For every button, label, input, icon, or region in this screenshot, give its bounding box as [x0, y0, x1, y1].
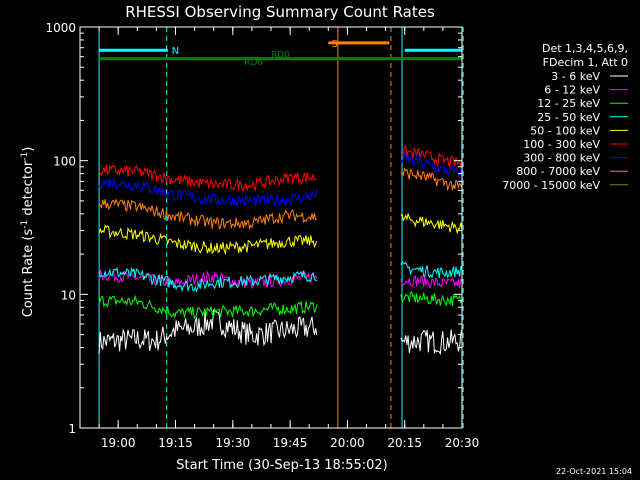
- y-axis-label-part1: Count Rate (s: [21, 229, 36, 318]
- series-line-7-1: [400, 167, 463, 192]
- series-line-1-0: [98, 269, 318, 289]
- plot-frame: [79, 26, 463, 429]
- legend-label-0: 3 - 6 keV: [551, 70, 600, 83]
- legend-label-6: 300 - 800 keV: [523, 152, 600, 165]
- x-tick-label-3: 19:45: [273, 436, 308, 450]
- series-line-0-0: [98, 309, 318, 355]
- x-axis-label: Start Time (30-Sep-13 18:55:02): [176, 458, 387, 473]
- series-line-6-0: [98, 178, 318, 207]
- y-tick-label-0: 1: [68, 422, 76, 436]
- series-line-0-1: [400, 329, 463, 356]
- chart-title: RHESSI Observing Summary Count Rates: [125, 3, 435, 21]
- legend-header-line1: Det 1,3,4,5,6,9,: [542, 42, 628, 55]
- legend-label-8: 7000 - 15000 keV: [502, 179, 600, 192]
- series-line-3-1: [400, 260, 463, 279]
- y-tick-label-3: 1000: [45, 21, 76, 35]
- x-tick-label-4: 20:00: [330, 436, 365, 450]
- axes-layer: 1 10 100 1000 19:00 19:15 19:30 19:45 20:00 20:15…: [45, 21, 479, 450]
- series-line-5-1: [400, 145, 463, 168]
- x-tick-label-0: 19:00: [101, 436, 136, 450]
- series-line-6-1: [400, 152, 463, 179]
- series-line-3-0: [98, 266, 317, 293]
- series-line-7-0: [98, 198, 317, 231]
- flag-label-N: N: [172, 46, 179, 57]
- series-line-5-0: [98, 163, 318, 192]
- legend-label-7: 800 - 7000 keV: [516, 165, 600, 178]
- y-axis-label-sup2: -1: [20, 152, 30, 161]
- legend-header-line2: FDecim 1, Att 0: [543, 56, 628, 69]
- legend-label-4: 50 - 100 keV: [530, 124, 600, 137]
- y-axis-label-sup1: -1: [20, 220, 30, 229]
- y-axis-label: Count Rate (s-1 detector-1): [20, 147, 36, 318]
- y-tick-label-2: 100: [53, 155, 76, 169]
- annotation-rd6: RD6: [244, 58, 263, 68]
- y-axis-label-part2: detector: [21, 160, 36, 220]
- legend-label-1: 6 - 12 keV: [544, 84, 600, 97]
- x-tick-label-2: 19:30: [216, 436, 251, 450]
- annotation-rd0: RD0: [271, 51, 290, 61]
- flag-label-S: S: [331, 39, 337, 50]
- series-line-4-0: [98, 224, 318, 256]
- y-tick-label-1: 10: [61, 288, 76, 302]
- legend-label-5: 100 - 300 keV: [523, 138, 600, 151]
- y-axis-label-part3: ): [21, 147, 36, 152]
- x-tick-label-5: 20:15: [387, 436, 422, 450]
- series-line-2-1: [400, 291, 463, 307]
- data-layer: N S RD0 RD6: [98, 27, 464, 429]
- x-tick-label-6: 20:30: [445, 436, 480, 450]
- series-line-4-1: [400, 213, 463, 234]
- x-tick-label-1: 19:15: [158, 436, 193, 450]
- legend-label-2: 12 - 25 keV: [537, 97, 600, 110]
- legend-label-3: 25 - 50 keV: [537, 111, 600, 124]
- series-line-2-0: [98, 294, 318, 320]
- timestamp: 22-Oct-2021 15:04: [556, 467, 632, 476]
- series-line-1-1: [400, 275, 463, 289]
